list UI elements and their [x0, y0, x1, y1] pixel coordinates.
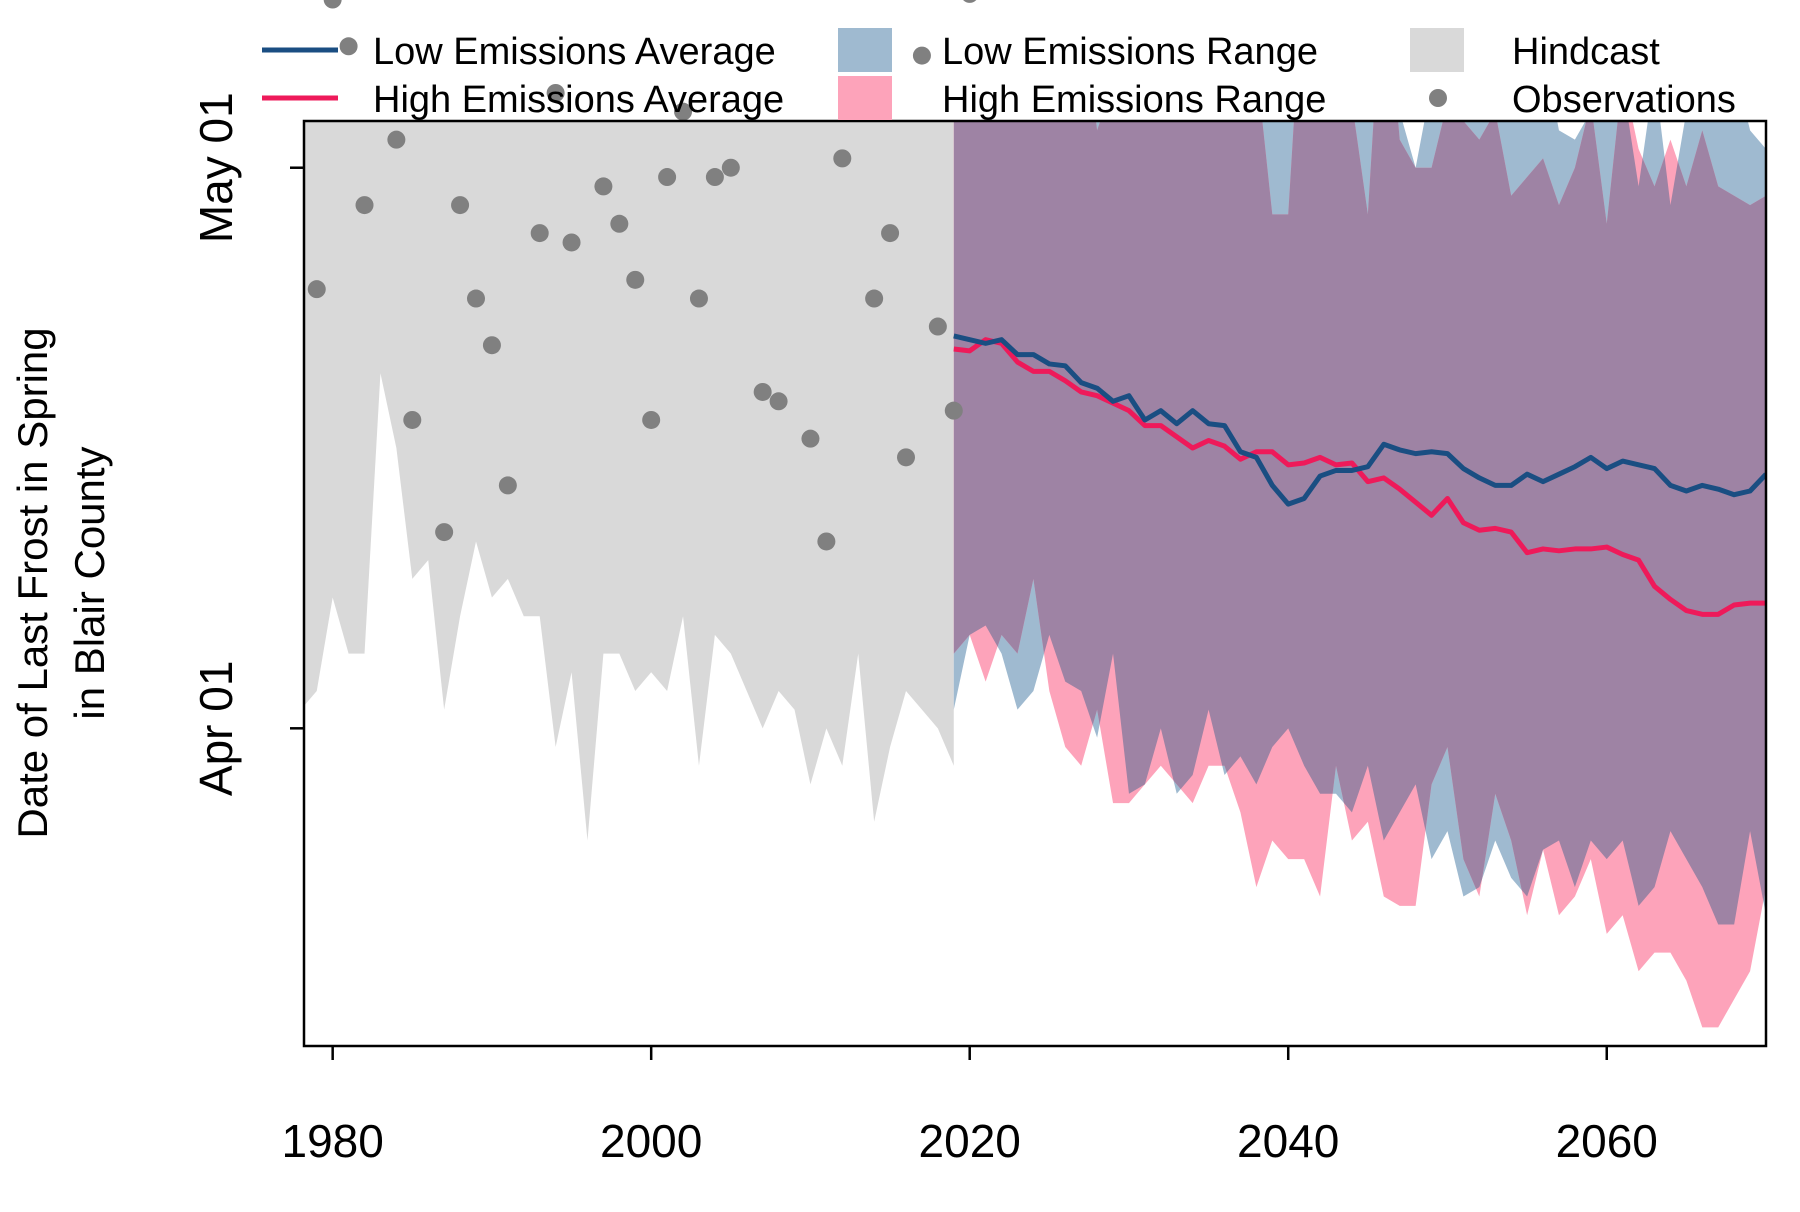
x-tick-label: 1980 [281, 1115, 383, 1167]
legend-label: High Emissions Range [942, 79, 1326, 121]
observation-point [482, 336, 501, 355]
x-tick-label: 2000 [600, 1115, 702, 1167]
observation-point [323, 0, 342, 9]
y-axis-label-line-1: Date of Last Frost in Spring [9, 327, 56, 838]
legend-label: Low Emissions Range [942, 31, 1318, 73]
legend-label: Low Emissions Average [373, 31, 776, 73]
x-tick-label: 2060 [1556, 1115, 1658, 1167]
legend: Low Emissions Average High Emissions Aver… [262, 28, 1736, 121]
legend-swatch [1429, 89, 1447, 107]
observation-point [721, 158, 740, 177]
high-emissions-average-line [953, 337, 1766, 617]
legend-label: High Emissions Average [373, 79, 784, 121]
observation-point [546, 83, 565, 102]
observation-point [339, 37, 358, 56]
observation-point [642, 410, 661, 429]
observation-point [881, 224, 900, 243]
y-axis-label: Date of Last Frost in Spring in Blair Co… [9, 327, 113, 838]
observation-point [610, 214, 629, 233]
observation-point [912, 46, 931, 65]
observation-point [498, 476, 517, 495]
observation-point [594, 177, 613, 196]
observation-point [833, 149, 852, 168]
legend-swatch [1410, 28, 1464, 72]
observation-point [689, 289, 708, 308]
observation-point [435, 523, 454, 542]
x-tick-label: 2040 [1237, 1115, 1339, 1167]
emission-ranges-layer [953, 121, 1766, 1028]
observation-point [801, 429, 820, 448]
observations-layer [307, 0, 977, 551]
observation-point [658, 168, 677, 187]
observation-point [355, 196, 374, 215]
observation-point [387, 130, 406, 149]
observation-point [817, 532, 836, 551]
observation-point [451, 196, 470, 215]
legend-swatch [838, 76, 892, 120]
legend-label: Hindcast [1512, 31, 1660, 73]
observation-point [753, 382, 772, 401]
hindcast-layer [304, 121, 954, 841]
observation-point [705, 168, 724, 187]
observation-point [769, 392, 788, 411]
average-lines-layer [953, 333, 1766, 617]
low-emissions-average-line [953, 333, 1766, 507]
observation-point [403, 410, 422, 429]
hindcast-band [304, 121, 954, 841]
y-tick-label: Apr 01 [190, 661, 242, 797]
y-tick-label: May 01 [190, 92, 242, 243]
y-axis: Apr 01 May 01 [190, 92, 304, 796]
observation-point [897, 448, 915, 467]
x-axis: 1980 2000 2020 2040 2060 [281, 1046, 1658, 1167]
observation-point [626, 270, 645, 289]
legend-label: Observations [1512, 79, 1736, 121]
observation-point [530, 224, 549, 243]
observation-point [865, 289, 884, 308]
plot-frame [302, 119, 1768, 1048]
observation-point [467, 289, 485, 308]
legend-swatch [838, 28, 892, 72]
observation-point [963, 0, 977, 3]
observation-point [674, 102, 693, 121]
observation-point [944, 401, 963, 420]
observation-point [562, 233, 581, 252]
x-tick-label: 2020 [919, 1115, 1021, 1167]
y-axis-label-line-2: in Blair County [66, 446, 113, 719]
observation-point [307, 280, 326, 299]
observation-point [928, 317, 947, 336]
